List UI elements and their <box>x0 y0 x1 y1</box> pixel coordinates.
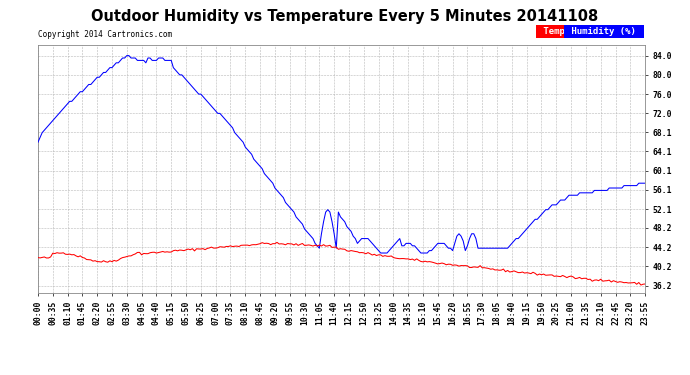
Text: Temperature (°F): Temperature (°F) <box>538 27 635 36</box>
Text: Outdoor Humidity vs Temperature Every 5 Minutes 20141108: Outdoor Humidity vs Temperature Every 5 … <box>91 9 599 24</box>
Text: Copyright 2014 Cartronics.com: Copyright 2014 Cartronics.com <box>38 30 172 39</box>
Text: Humidity (%): Humidity (%) <box>566 27 642 36</box>
